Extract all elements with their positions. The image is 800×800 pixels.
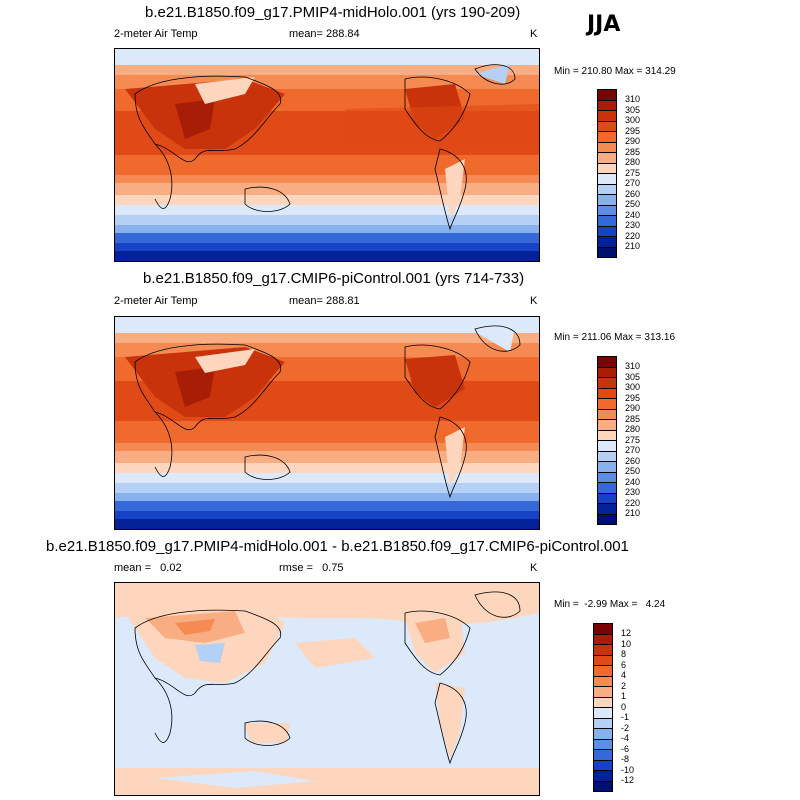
colorbar-label: 295	[625, 392, 641, 403]
colorbar-label: 6	[621, 659, 627, 670]
panel-1-unit-label: K	[530, 28, 538, 40]
panel-3-title: b.e21.B1850.f09_g17.PMIP4-midHolo.001 - …	[46, 538, 629, 555]
colorbar-label: 270	[625, 178, 641, 188]
colorbar-label: 250	[625, 199, 641, 209]
panel-3-mean-label: mean = 0.02	[114, 562, 182, 574]
colorbar-label: 290	[625, 136, 641, 146]
colorbar-label: 310	[625, 361, 641, 371]
colorbar-label: 0	[621, 701, 627, 712]
colorbar-label: 270	[625, 445, 641, 455]
colorbar-label: -1	[621, 712, 630, 722]
panel-2-minmax-label: Min = 211.06 Max = 313.16	[554, 332, 676, 343]
colorbar-label: 210	[625, 241, 641, 251]
panel-2-unit-label: K	[530, 295, 538, 307]
panel-2-title: b.e21.B1850.f09_g17.CMIP6-piControl.001 …	[143, 270, 525, 287]
colorbar-label: 285	[625, 146, 641, 157]
panel-2-variable-label: 2-meter Air Temp	[114, 295, 198, 307]
colorbar-label: 275	[625, 434, 641, 445]
colorbar-label: 210	[625, 508, 641, 518]
colorbar-label: -2	[621, 722, 630, 733]
colorbar-label: 275	[625, 167, 641, 178]
colorbar-label: 295	[625, 125, 641, 136]
panel-2-colorbar: 310 305 300 295 290 285 280 275 270 260 250 240 230 2…	[597, 356, 657, 525]
colorbar-label: 220	[625, 230, 641, 241]
colorbar-label: 280	[625, 424, 641, 434]
colorbar-label: 240	[625, 476, 641, 487]
panel-1-minmax-label: Min = 210.80 Max = 314.29	[554, 66, 676, 77]
colorbar-label: 300	[625, 382, 641, 392]
colorbar-label: 8	[621, 649, 627, 659]
panel-3-rmse-label: rmse = 0.75	[279, 562, 344, 574]
colorbar-label: 260	[625, 455, 641, 466]
colorbar-label: 230	[625, 220, 641, 230]
panel-3-colorbar: 12 10 8 6 4 2 1 0 -1 -2 -4 -6 -8 -10 -12	[593, 623, 653, 792]
colorbar-label: 250	[625, 466, 641, 476]
colorbar-label: -8	[621, 754, 630, 764]
colorbar-label: 280	[625, 157, 641, 167]
colorbar-label: 290	[625, 403, 641, 413]
colorbar-label: 310	[625, 94, 641, 104]
season-label: JJA	[587, 12, 621, 37]
colorbar-label: 4	[621, 670, 627, 680]
panel-1-title: b.e21.B1850.f09_g17.PMIP4-midHolo.001 (y…	[145, 4, 521, 21]
colorbar-label: 285	[625, 413, 641, 424]
colorbar-swatch	[597, 513, 617, 525]
panel-3-minmax-label: Min = -2.99 Max = 4.24	[554, 599, 666, 610]
colorbar-label: 305	[625, 104, 641, 115]
colorbar-label: -4	[621, 733, 630, 743]
colorbar-label: 2	[621, 680, 627, 691]
colorbar-label: 305	[625, 371, 641, 382]
panel-2-map	[114, 316, 540, 530]
panel-1-colorbar: 310 305 300 295 290 285 280 275 270 260 250 240 230 2…	[597, 89, 657, 258]
colorbar-label: 260	[625, 188, 641, 199]
panel-3-unit-label: K	[530, 562, 538, 574]
colorbar-label: 1	[621, 691, 627, 701]
colorbar-label: -6	[621, 743, 630, 754]
panel-1-mean-label: mean= 288.84	[289, 28, 360, 40]
colorbar-label: 230	[625, 487, 641, 497]
panel-1-map	[114, 48, 540, 262]
colorbar-swatch	[593, 780, 613, 792]
colorbar-label: 300	[625, 115, 641, 125]
colorbar-label: 240	[625, 209, 641, 220]
colorbar-swatch	[597, 246, 617, 258]
colorbar-label: -10	[621, 764, 635, 775]
colorbar-label: 12	[621, 628, 632, 638]
colorbar-label: -12	[621, 775, 635, 785]
panel-3-map	[114, 582, 540, 796]
panel-2-mean-label: mean= 288.81	[289, 295, 360, 307]
panel-1-variable-label: 2-meter Air Temp	[114, 28, 198, 40]
colorbar-label: 10	[621, 638, 632, 649]
colorbar-label: 220	[625, 497, 641, 508]
